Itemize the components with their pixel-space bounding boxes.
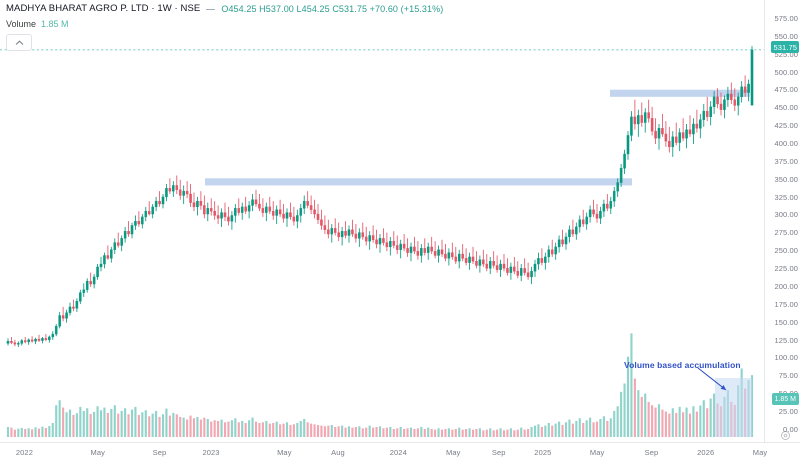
price-tick: 150.00 — [774, 317, 798, 327]
price-tick: 175.00 — [774, 299, 798, 309]
chevron-up-icon — [15, 40, 23, 45]
time-tick: 2024 — [389, 448, 407, 457]
more-horizontal-icon[interactable] — [206, 5, 216, 14]
chart-canvas[interactable] — [0, 0, 765, 443]
legend-volume-row: Volume 1.85 M — [6, 18, 443, 30]
time-tick: May — [277, 448, 292, 457]
price-tick: 350.00 — [774, 174, 798, 184]
price-tick: 75.00 — [778, 371, 798, 381]
price-tick: 300.00 — [774, 210, 798, 220]
price-tick: 100.00 — [774, 353, 798, 363]
time-tick: 2022 — [15, 448, 33, 457]
time-axis[interactable]: 2022 May Sep 2023 May Aug 2024 May Sep 2025 May Sep… — [0, 442, 800, 465]
price-tick: 425.00 — [774, 121, 798, 131]
price-tick: 0.00 — [783, 424, 798, 434]
time-tick: May — [752, 448, 768, 457]
time-tick: Aug — [331, 448, 345, 457]
time-tick: May — [90, 448, 105, 457]
annotation-arrow — [697, 367, 727, 391]
price-tick: 525.00 — [774, 49, 798, 59]
volume-value: 1.85 M — [41, 19, 69, 29]
annotation-label: Volume based accumulation — [624, 360, 741, 370]
price-axis[interactable]: 575.00 550.00 525.00 500.00 475.00 450.00 425.… — [764, 0, 800, 443]
time-tick: 2026 — [697, 448, 715, 457]
volume-series — [6, 333, 754, 437]
volume-label: Volume — [6, 19, 37, 29]
price-tick: 250.00 — [774, 246, 798, 256]
price-tick: 225.00 — [774, 264, 798, 274]
ohlc-values: O454.25 H537.00 L454.25 C531.75 +70.60 (… — [221, 4, 444, 14]
collapse-pane-button[interactable] — [6, 34, 32, 51]
gear-icon[interactable] — [780, 430, 791, 441]
price-tick: 500.00 — [774, 67, 798, 77]
price-tick: 275.00 — [774, 228, 798, 238]
price-tick: 550.00 — [774, 31, 798, 41]
symbol-title[interactable]: MADHYA BHARAT AGRO P. LTD · 1W · NSE — [6, 3, 201, 14]
price-tick: 325.00 — [774, 192, 798, 202]
candlestick-series — [6, 46, 754, 347]
time-tick: 2025 — [534, 448, 552, 457]
price-tick: 200.00 — [774, 281, 798, 291]
price-tick: 575.00 — [774, 13, 798, 23]
time-tick: Sep — [491, 448, 506, 457]
legend-symbol-row: MADHYA BHARAT AGRO P. LTD · 1W · NSE O45… — [6, 3, 443, 15]
accumulation-highlight-box — [715, 378, 752, 437]
time-tick: Sep — [644, 448, 659, 457]
time-tick: 2023 — [202, 448, 220, 457]
price-tick: 125.00 — [774, 335, 798, 345]
chart-legend: MADHYA BHARAT AGRO P. LTD · 1W · NSE O45… — [6, 3, 443, 51]
price-tick: 25.00 — [778, 406, 798, 416]
last-price-badge: 531.75 — [771, 41, 799, 53]
chart-plot-area[interactable] — [0, 0, 765, 443]
time-tick: May — [589, 448, 605, 457]
price-tick: 475.00 — [774, 85, 798, 95]
time-tick: Sep — [152, 448, 167, 457]
price-tick: 400.00 — [774, 138, 798, 148]
resistance-bands — [205, 89, 750, 186]
time-tick: May — [446, 448, 461, 457]
last-volume-badge: 1.85 M — [771, 393, 799, 405]
price-tick: 375.00 — [774, 156, 798, 166]
price-tick: 450.00 — [774, 103, 798, 113]
